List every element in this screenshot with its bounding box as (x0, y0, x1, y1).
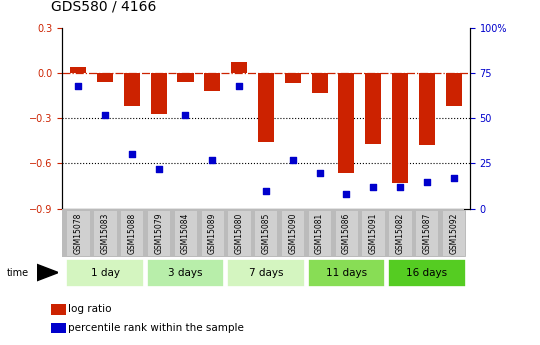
Text: GDS580 / 4166: GDS580 / 4166 (51, 0, 157, 14)
Text: GSM15081: GSM15081 (315, 212, 324, 254)
FancyBboxPatch shape (227, 259, 305, 286)
FancyBboxPatch shape (66, 210, 90, 256)
FancyBboxPatch shape (146, 259, 225, 286)
Bar (365, 73, 381, 144)
Point (208, 157, 217, 162)
Point (235, 83, 244, 88)
Text: 16 days: 16 days (406, 268, 448, 277)
Point (396, 184, 404, 190)
Point (449, 175, 458, 181)
Text: GSM15083: GSM15083 (100, 212, 110, 254)
Text: 11 days: 11 days (326, 268, 367, 277)
Bar (258, 73, 274, 142)
Text: GSM15088: GSM15088 (127, 212, 136, 254)
FancyBboxPatch shape (254, 210, 278, 256)
FancyBboxPatch shape (66, 259, 144, 286)
FancyBboxPatch shape (308, 210, 331, 256)
Text: GSM15082: GSM15082 (396, 212, 404, 254)
Text: time: time (6, 268, 29, 277)
Bar (231, 62, 247, 73)
Polygon shape (37, 264, 58, 281)
Text: GSM15091: GSM15091 (369, 212, 378, 254)
Bar (51, 304, 66, 315)
FancyBboxPatch shape (200, 210, 224, 256)
Text: log ratio: log ratio (69, 304, 112, 314)
Point (127, 152, 136, 157)
Bar (339, 73, 354, 172)
Text: GSM15090: GSM15090 (288, 212, 298, 254)
Text: GSM15092: GSM15092 (449, 212, 458, 254)
Point (423, 179, 431, 184)
FancyBboxPatch shape (335, 210, 358, 256)
Text: GSM15078: GSM15078 (73, 212, 83, 254)
FancyBboxPatch shape (227, 210, 251, 256)
Bar (151, 73, 167, 114)
Text: GSM15079: GSM15079 (154, 212, 163, 254)
FancyBboxPatch shape (388, 210, 411, 256)
Text: GSM15086: GSM15086 (342, 212, 351, 254)
Point (100, 112, 109, 117)
Text: 3 days: 3 days (168, 268, 202, 277)
Point (261, 188, 270, 193)
Bar (204, 73, 220, 91)
Point (181, 112, 190, 117)
Text: GSM15087: GSM15087 (422, 212, 431, 254)
Bar (419, 73, 435, 145)
Text: 7 days: 7 days (249, 268, 283, 277)
Bar (392, 73, 408, 183)
Bar (178, 73, 193, 82)
Text: GSM15089: GSM15089 (208, 212, 217, 254)
Point (154, 166, 163, 171)
FancyBboxPatch shape (361, 210, 385, 256)
Bar (446, 73, 462, 106)
FancyBboxPatch shape (388, 259, 466, 286)
FancyBboxPatch shape (147, 210, 170, 256)
Bar (51, 323, 66, 333)
Point (342, 191, 351, 197)
Text: GSM15084: GSM15084 (181, 212, 190, 254)
FancyBboxPatch shape (415, 210, 438, 256)
Point (74, 83, 83, 88)
FancyBboxPatch shape (174, 210, 197, 256)
FancyBboxPatch shape (120, 210, 144, 256)
Bar (285, 73, 301, 83)
Bar (70, 67, 86, 73)
Text: percentile rank within the sample: percentile rank within the sample (69, 323, 244, 333)
FancyBboxPatch shape (93, 210, 117, 256)
Bar (124, 73, 140, 106)
Point (315, 170, 324, 175)
FancyBboxPatch shape (442, 210, 465, 256)
FancyBboxPatch shape (281, 210, 305, 256)
FancyBboxPatch shape (307, 259, 386, 286)
Bar (97, 73, 113, 82)
Bar (312, 73, 328, 92)
Text: 1 day: 1 day (91, 268, 119, 277)
Point (369, 184, 377, 190)
Text: GSM15085: GSM15085 (261, 212, 271, 254)
Text: GSM15080: GSM15080 (234, 212, 244, 254)
Point (288, 157, 297, 162)
